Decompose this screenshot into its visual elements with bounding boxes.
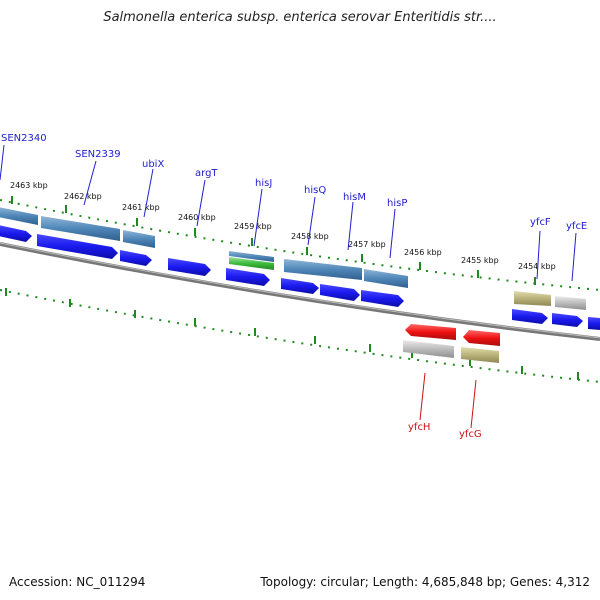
gene-block — [0, 207, 38, 225]
cds-arrow — [0, 225, 32, 242]
cds-arrow — [320, 284, 360, 301]
scale-label: 2455 kbp — [461, 256, 499, 265]
gene-label: hisP — [387, 198, 407, 209]
cds-arrow — [37, 234, 118, 259]
forward-tick-track — [0, 199, 600, 291]
gene-block-reverse-gray — [403, 340, 454, 358]
gene-label: SEN2340 — [1, 133, 47, 144]
gene-label: yfcF — [530, 217, 551, 228]
leader-lines-reverse — [419, 372, 477, 429]
gene-label: yfcG — [459, 429, 482, 440]
cds-arrow-reverse — [463, 330, 500, 346]
cds-reverse[interactable] — [403, 324, 500, 363]
gene-block — [123, 230, 155, 248]
gene-block-green — [229, 257, 274, 270]
cds-arrow — [168, 258, 211, 276]
gene-block-olive — [514, 291, 551, 306]
gene-label: hisJ — [255, 178, 272, 189]
gene-label: yfcH — [408, 422, 430, 433]
cds-arrow — [281, 278, 319, 294]
reverse-major-ticks — [5, 288, 579, 380]
gene-label: hisQ — [304, 185, 326, 196]
scale-labels: 2463 kbp 2462 kbp 2461 kbp 2460 kbp 2459… — [10, 181, 556, 271]
gene-label: ubiX — [142, 159, 164, 170]
gene-block — [229, 251, 274, 262]
gene-block — [284, 259, 362, 280]
scale-label: 2459 kbp — [234, 222, 272, 231]
reverse-tick-track — [0, 289, 600, 383]
accession-label: Accession: NC_011294 — [9, 575, 146, 589]
cds-arrow — [226, 268, 270, 286]
scale-label: 2456 kbp — [404, 248, 442, 257]
genome-backbone-highlight — [0, 242, 600, 339]
gene-label: hisM — [343, 192, 366, 203]
cds-arrow — [512, 309, 548, 324]
forward-major-ticks — [11, 196, 536, 285]
scale-label: 2461 kbp — [122, 203, 160, 212]
scale-label: 2463 kbp — [10, 181, 48, 190]
scale-label: 2454 kbp — [518, 262, 556, 271]
cds-arrow — [120, 250, 152, 266]
genome-backbone — [0, 242, 600, 341]
gene-block-reverse-olive — [461, 347, 499, 363]
cds-arrow — [552, 313, 583, 327]
gene-features-forward[interactable] — [0, 207, 586, 310]
cds-forward[interactable] — [0, 225, 600, 330]
genome-summary: Topology: circular; Length: 4,685,848 bp… — [260, 575, 590, 589]
gene-label: yfcE — [566, 221, 587, 232]
gene-block — [41, 216, 120, 241]
cds-arrow-reverse — [405, 324, 456, 340]
scale-label: 2460 kbp — [178, 213, 216, 222]
scale-label: 2458 kbp — [291, 232, 329, 241]
cds-arrow — [588, 317, 600, 330]
leader-lines-forward — [0, 144, 577, 282]
gene-block-gray — [555, 296, 586, 310]
cds-arrow — [361, 290, 404, 307]
scale-label: 2457 kbp — [348, 240, 386, 249]
gene-label: SEN2339 — [75, 149, 121, 160]
gene-block — [364, 269, 408, 288]
scale-label: 2462 kbp — [64, 192, 102, 201]
gene-names-forward: SEN2340 SEN2339 ubiX argT hisJ hisQ hisM… — [1, 133, 587, 232]
gene-names-reverse: yfcH yfcG — [408, 422, 482, 440]
gene-label: argT — [195, 168, 218, 179]
genome-title: Salmonella enterica subsp. enterica sero… — [103, 10, 497, 25]
